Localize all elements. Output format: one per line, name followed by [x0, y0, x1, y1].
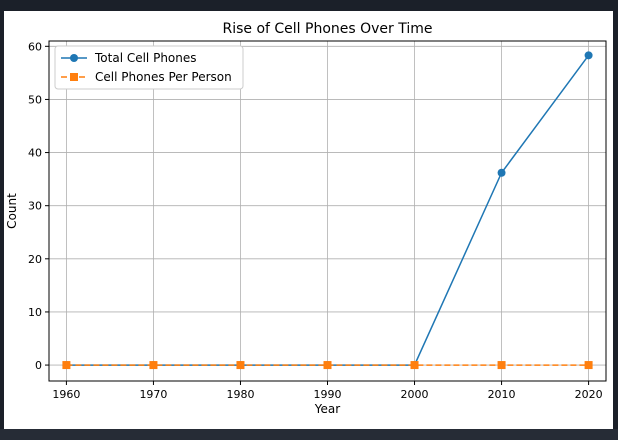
legend-label: Cell Phones Per Person	[95, 70, 232, 84]
data-point	[410, 361, 419, 370]
axis-ticks: 1960 1970 1980 1990 2000 2010 2020 0 10 20 30 40 50 6…	[28, 40, 603, 401]
data-point	[584, 51, 593, 60]
data-point	[62, 361, 71, 370]
y-axis-label: Count	[5, 193, 19, 229]
line-chart: 1960 1970 1980 1990 2000 2010 2020 0 10 20 30 40 50 6…	[5, 21, 607, 416]
data-point	[497, 168, 506, 177]
data-point	[584, 361, 593, 370]
x-axis-label: Year	[314, 402, 340, 416]
y-tick-label: 20	[28, 253, 42, 266]
y-tick-label: 50	[28, 93, 42, 106]
grid-lines	[49, 41, 606, 381]
x-tick-label: 1960	[52, 388, 80, 401]
chart-figure: 1960 1970 1980 1990 2000 2010 2020 0 10 20 30 40 50 6…	[4, 11, 613, 429]
legend-marker	[70, 73, 78, 81]
x-tick-label: 2000	[401, 388, 429, 401]
data-point	[149, 361, 158, 370]
x-tick-label: 2020	[575, 388, 603, 401]
data-point	[323, 361, 332, 370]
legend-items: Total Cell Phones Cell Phones Per Person	[61, 51, 232, 84]
y-tick-label: 10	[28, 306, 42, 319]
x-tick-label: 2010	[488, 388, 516, 401]
x-tick-label: 1970	[139, 388, 167, 401]
legend-label: Total Cell Phones	[94, 51, 197, 65]
y-tick-label: 30	[28, 200, 42, 213]
chart-title: Rise of Cell Phones Over Time	[222, 21, 432, 37]
x-tick-label: 1990	[314, 388, 342, 401]
legend: Total Cell Phones Cell Phones Per Person	[54, 45, 244, 90]
y-tick-label: 0	[35, 359, 42, 372]
y-tick-label: 40	[28, 147, 42, 160]
legend-box	[54, 45, 244, 90]
series-layer	[62, 51, 593, 370]
series-cell-phones-per-person	[62, 361, 593, 370]
data-point	[236, 361, 245, 370]
window-bottom-bar	[0, 429, 618, 440]
legend-marker	[70, 54, 78, 62]
x-tick-label: 1980	[226, 388, 254, 401]
y-tick-label: 60	[28, 40, 42, 53]
data-point	[497, 361, 506, 370]
